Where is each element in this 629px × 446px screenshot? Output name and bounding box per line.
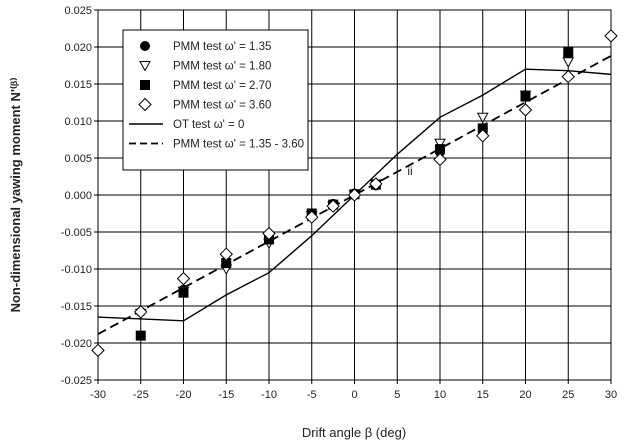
- y-axis-label: Non-dimensional yawing moment N'⁽ᵝ⁾: [8, 78, 23, 313]
- legend-label: PMM test ω' = 1.35 - 3.60: [173, 139, 304, 151]
- legend: PMM test ω' = 1.35 PMM test ω' = 1.80 PMM …: [122, 29, 309, 171]
- data-point-diamond: [305, 210, 319, 224]
- x-tick-label: 25: [562, 389, 574, 401]
- y-tick-label: 0.000: [64, 190, 92, 202]
- data-point-triangle-down: [476, 112, 489, 124]
- data-point-diamond: [176, 271, 191, 286]
- tick-labels: -30 -25 -20 -15 -10 -5 0 5 10 15 20 25 30 -0.025 -0.02…: [61, 5, 617, 401]
- y-tick-label: -0.015: [61, 301, 92, 313]
- x-tick-label: 30: [605, 389, 617, 401]
- data-point-diamond: [134, 305, 148, 319]
- data-point-diamond: [262, 226, 276, 241]
- data-point-square: [563, 47, 574, 58]
- x-tick-label: -10: [261, 389, 277, 401]
- x-tick-label: 5: [394, 389, 400, 401]
- x-tick-label: -20: [176, 389, 192, 401]
- y-tick-label: 0.005: [64, 153, 92, 165]
- ot-solid-line: [97, 68, 612, 322]
- data-point-diamond: [219, 247, 233, 261]
- data-point-diamond: [326, 199, 340, 213]
- data-point-square: [520, 91, 531, 102]
- data-point-square: [178, 287, 189, 298]
- x-tick-label: -15: [218, 389, 234, 401]
- data-point-triangle-down: [562, 57, 575, 68]
- data-point-diamond: [561, 69, 575, 84]
- y-tick-label: 0.020: [64, 42, 92, 54]
- legend-box: [122, 29, 309, 171]
- y-tick-label: -0.010: [61, 264, 92, 276]
- annotations: ii: [407, 164, 412, 178]
- x-tick-label: 20: [519, 389, 531, 401]
- data-point-diamond: [476, 129, 490, 143]
- data-point-diamond: [604, 29, 618, 43]
- y-tick-label: -0.025: [61, 375, 92, 387]
- legend-symbol-circle: [140, 41, 150, 51]
- x-tick-label: 15: [477, 389, 489, 401]
- y-tick-label: 0.010: [64, 116, 92, 128]
- legend-label: PMM test ω' = 3.60: [173, 100, 271, 112]
- y-tick-label: -0.020: [61, 338, 92, 350]
- y-tick-label: 0.025: [64, 5, 92, 17]
- legend-symbol-square: [140, 80, 150, 90]
- series-lines: [97, 55, 612, 335]
- x-tick-label: -25: [133, 389, 149, 401]
- data-point-square: [435, 144, 445, 155]
- data-point-square: [135, 330, 146, 341]
- data-point-diamond: [347, 188, 362, 202]
- annotation-label: ii: [407, 164, 412, 178]
- data-point-diamond: [369, 177, 383, 191]
- data-point-diamond: [91, 343, 105, 358]
- y-tick-label: -0.005: [61, 227, 92, 239]
- x-tick-label: -5: [307, 389, 317, 401]
- y-tick-label: 0.015: [64, 79, 92, 91]
- legend-label: PMM test ω' = 1.35: [173, 41, 271, 53]
- series-markers: [91, 29, 618, 358]
- data-point-triangle-down: [434, 138, 446, 150]
- data-point-diamond: [433, 152, 447, 167]
- data-point-diamond: [518, 103, 533, 117]
- x-tick-label: 0: [351, 389, 357, 401]
- legend-symbol-diamond: [138, 97, 152, 112]
- x-axis-label: Drift angle β (deg): [302, 425, 406, 440]
- x-tick-label: 10: [434, 389, 446, 401]
- legend-label: PMM test ω' = 1.80: [173, 61, 271, 73]
- legend-label: PMM test ω' = 2.70: [173, 80, 271, 92]
- x-tick-label: -30: [90, 389, 106, 401]
- legend-label: OT test ω' = 0: [173, 119, 244, 131]
- legend-symbol-triangle-down: [139, 61, 151, 72]
